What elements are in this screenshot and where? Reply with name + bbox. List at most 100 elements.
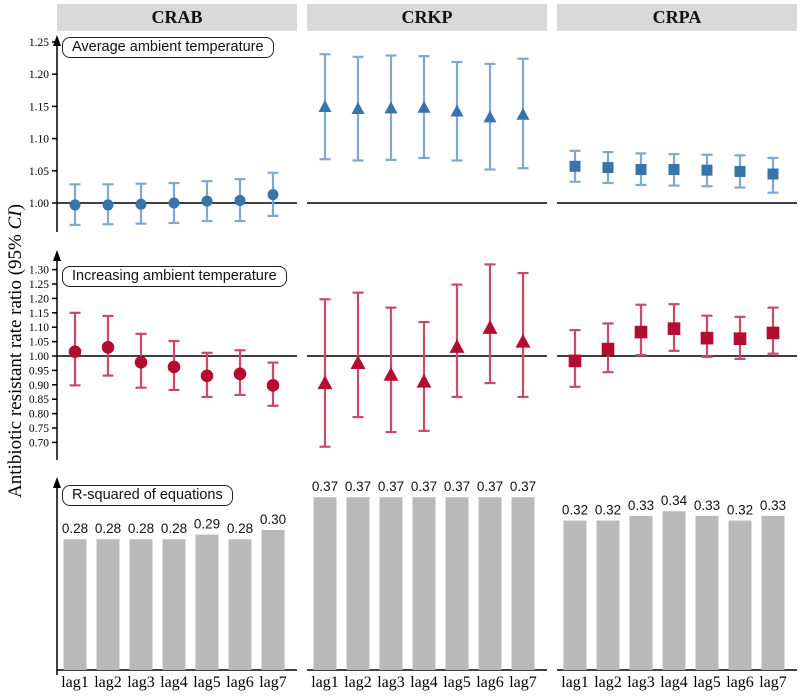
y-tick-label: 1.10 bbox=[29, 322, 49, 334]
data-marker bbox=[102, 199, 114, 211]
series-crpa bbox=[568, 303, 780, 388]
x-tick-label: lag1 bbox=[561, 674, 589, 691]
data-marker bbox=[734, 165, 746, 177]
bar-value-label: 0.28 bbox=[95, 521, 121, 536]
y-tick-label: 0.85 bbox=[29, 394, 49, 406]
x-tick-label: lag7 bbox=[259, 674, 287, 691]
bar bbox=[761, 515, 785, 670]
row3-title-box: R-squared of equations bbox=[62, 485, 233, 506]
data-marker bbox=[383, 366, 399, 381]
x-tick-label: lag1 bbox=[311, 674, 339, 691]
data-marker bbox=[568, 354, 582, 368]
data-marker bbox=[767, 168, 779, 180]
bar-value-label: 0.37 bbox=[378, 479, 404, 494]
y-tick-label: 1.10 bbox=[29, 134, 49, 146]
bar bbox=[445, 497, 469, 670]
data-marker bbox=[201, 195, 213, 207]
y-tick-label: 1.15 bbox=[29, 101, 49, 113]
data-marker bbox=[668, 164, 680, 176]
y-tick-label: 0.75 bbox=[29, 423, 49, 435]
bar-value-label: 0.33 bbox=[628, 498, 654, 513]
data-marker bbox=[200, 369, 214, 383]
y-tick-label: 1.25 bbox=[29, 37, 49, 49]
y-axis-label-suffix: ) bbox=[5, 204, 26, 211]
data-marker bbox=[601, 342, 615, 356]
bar-value-label: 0.37 bbox=[510, 479, 536, 494]
bar bbox=[629, 515, 653, 670]
y-axis-label-ci: CI bbox=[5, 210, 26, 230]
data-marker bbox=[134, 356, 148, 369]
data-marker bbox=[449, 339, 465, 353]
x-tick-label: lag3 bbox=[127, 674, 155, 691]
data-marker bbox=[516, 107, 530, 120]
data-marker bbox=[635, 164, 647, 176]
bar-value-label: 0.32 bbox=[595, 503, 621, 518]
data-marker bbox=[384, 101, 398, 114]
row2-title-box: Increasing ambient temperature bbox=[62, 266, 287, 287]
x-tick-label: lag4 bbox=[160, 674, 188, 691]
data-marker bbox=[416, 373, 432, 388]
data-marker bbox=[417, 100, 431, 113]
x-tick-label: lag7 bbox=[509, 674, 537, 691]
bar-value-label: 0.33 bbox=[694, 498, 720, 513]
series-crkp bbox=[318, 53, 530, 171]
data-marker bbox=[351, 101, 365, 114]
bar-value-label: 0.37 bbox=[477, 479, 503, 494]
x-tick-label: lag2 bbox=[94, 674, 122, 691]
bar-value-label: 0.37 bbox=[312, 479, 338, 494]
x-tick-label: lag6 bbox=[476, 674, 504, 691]
y-tick-label: 1.05 bbox=[29, 337, 49, 349]
bar-value-label: 0.28 bbox=[62, 521, 88, 536]
bar bbox=[379, 497, 403, 670]
data-marker bbox=[634, 325, 648, 339]
bar bbox=[346, 497, 370, 670]
data-marker bbox=[69, 199, 81, 211]
bar-value-label: 0.37 bbox=[345, 479, 371, 494]
x-tick-label: lag2 bbox=[344, 674, 372, 691]
y-tick-label: 1.00 bbox=[29, 351, 49, 363]
bar bbox=[313, 497, 337, 670]
data-marker bbox=[167, 360, 181, 374]
scatter-row-2: 0.70 0.75 0.80 0.85 0.90 0.95 1.00 1.05 1.10 1.15… bbox=[29, 250, 797, 460]
data-marker bbox=[266, 379, 280, 392]
data-marker bbox=[700, 331, 714, 345]
bar bbox=[511, 497, 535, 670]
column-header-crpa: CRPA bbox=[557, 4, 797, 31]
data-marker bbox=[482, 320, 498, 334]
bar-value-label: 0.32 bbox=[562, 503, 588, 518]
x-tick-label: lag3 bbox=[627, 674, 655, 691]
data-marker bbox=[317, 375, 333, 390]
data-marker bbox=[515, 333, 531, 348]
bar-value-label: 0.28 bbox=[161, 521, 187, 536]
bar bbox=[63, 539, 87, 670]
series-crkp bbox=[317, 263, 531, 448]
bar bbox=[695, 515, 719, 670]
data-marker bbox=[233, 367, 247, 381]
row1-title-box: Average ambient temperature bbox=[62, 37, 274, 58]
x-tick-label: lag3 bbox=[377, 674, 405, 691]
y-tick-label: 0.90 bbox=[29, 380, 49, 392]
bar bbox=[596, 520, 620, 670]
y-tick-label: 1.30 bbox=[29, 265, 49, 277]
data-marker bbox=[318, 100, 332, 113]
data-marker bbox=[168, 197, 180, 209]
y-tick-label: 0.80 bbox=[29, 409, 49, 421]
bar-value-label: 0.33 bbox=[760, 498, 786, 513]
data-marker bbox=[101, 341, 115, 354]
bar bbox=[478, 497, 502, 670]
column-header-crkp: CRKP bbox=[307, 4, 547, 31]
y-tick-label: 1.15 bbox=[29, 308, 49, 320]
data-marker bbox=[68, 345, 82, 359]
bar-value-label: 0.30 bbox=[260, 512, 286, 527]
data-marker bbox=[350, 355, 366, 369]
y-tick-label: 1.00 bbox=[29, 198, 49, 210]
y-axis-label-prefix: Antibiotic resistant rate ratio (95% bbox=[5, 229, 26, 498]
data-marker bbox=[766, 326, 780, 340]
data-marker bbox=[483, 110, 497, 123]
series-crpa bbox=[569, 149, 779, 194]
x-tick-label: lag7 bbox=[759, 674, 787, 691]
bar-value-label: 0.28 bbox=[128, 521, 154, 536]
x-tick-label: lag4 bbox=[410, 674, 438, 691]
